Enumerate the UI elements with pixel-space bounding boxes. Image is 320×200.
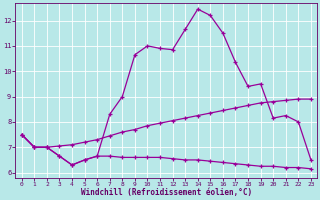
X-axis label: Windchill (Refroidissement éolien,°C): Windchill (Refroidissement éolien,°C) <box>81 188 252 197</box>
